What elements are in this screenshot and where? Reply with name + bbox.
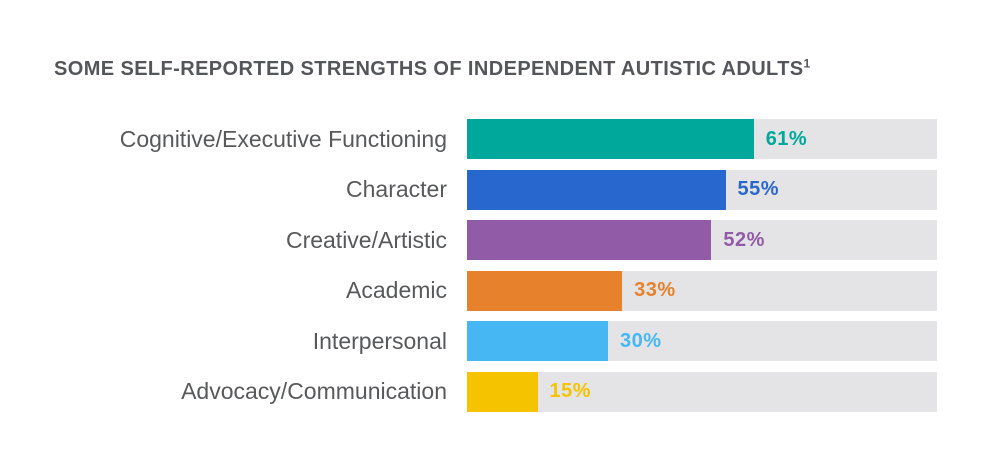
bar-value-label: 55% [737,178,780,200]
category-label: Academic [346,277,447,303]
bar-value-label: 61% [765,127,808,150]
chart-title: SOME SELF-REPORTED STRENGTHS OF INDEPEND… [54,56,811,81]
bar-fill [467,270,623,311]
category-label: Advocacy/Communication [181,378,447,404]
bar-value-label: 15% [549,380,592,402]
bar-row: Character 55% [0,169,937,210]
chart-title-footnote-marker: 1 [803,56,811,71]
bar-value-label: 30% [620,329,662,352]
bar-chart: Cognitive/Executive Functioning 61% Char… [0,119,937,412]
category-label: Cognitive/Executive Functioning [119,125,447,152]
bar-track: 30% [467,321,937,361]
category-label: Interpersonal [312,327,447,354]
bar-fill [467,119,754,159]
bar-row: Interpersonal 30% [0,321,937,361]
bar-fill [467,371,538,412]
bar-track: 52% [467,220,937,260]
category-label: Creative/Artistic [285,226,447,253]
bar-fill [467,321,608,361]
bar-track: 33% [467,270,937,311]
bar-track: 55% [467,169,937,210]
bar-row: Creative/Artistic 52% [0,220,937,260]
bar-value-label: 33% [634,279,676,301]
bar-fill [467,220,712,260]
category-label: Character [346,176,447,202]
bar-fill [467,169,726,210]
bar-row: Advocacy/Communication 15% [0,371,937,412]
bar-row: Cognitive/Executive Functioning 61% [0,119,937,159]
chart-title-text: SOME SELF-REPORTED STRENGTHS OF INDEPEND… [54,58,804,80]
bar-track: 61% [467,119,937,159]
bar-value-label: 52% [723,228,765,251]
bar-track: 15% [467,371,937,412]
bar-row: Academic 33% [0,270,937,311]
